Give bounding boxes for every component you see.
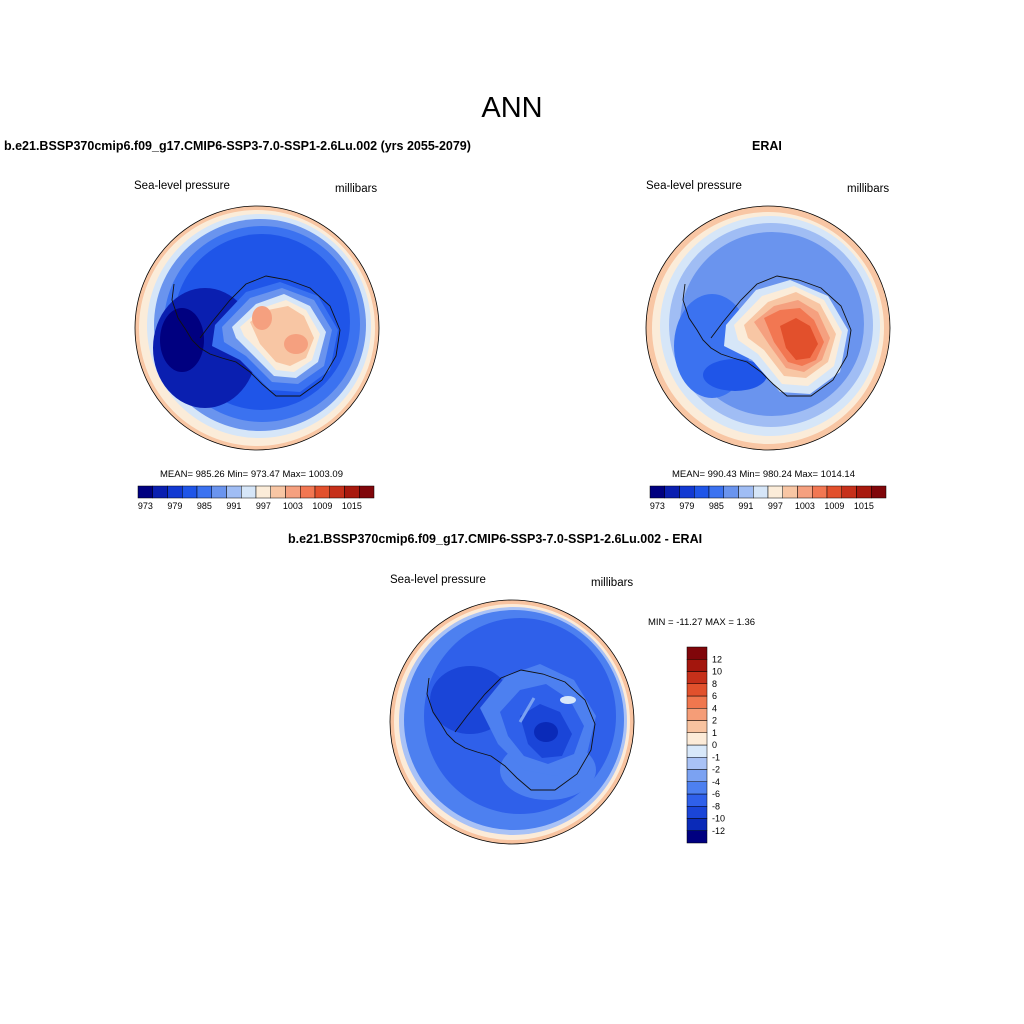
left-colorbar: 973 979 985 991 997 1003 1009 1015 <box>137 485 375 511</box>
colorbar-swatch <box>686 806 708 819</box>
colorbar-tick-label: -6 <box>712 789 720 799</box>
colorbar-swatch <box>255 485 271 499</box>
colorbar-tick-label: 997 <box>256 501 271 511</box>
figure-title: ANN <box>481 92 543 124</box>
colorbar-tick-label: 1003 <box>283 501 303 511</box>
colorbar-swatch <box>137 485 153 499</box>
colorbar-swatch <box>797 485 813 499</box>
colorbar-tick-label: 1015 <box>342 501 362 511</box>
right-map <box>645 205 891 451</box>
colorbar-swatch <box>329 485 345 499</box>
colorbar-swatch <box>782 485 798 499</box>
colorbar-tick-label: 985 <box>197 501 212 511</box>
colorbar-tick-label: 979 <box>167 501 182 511</box>
diff-map <box>389 599 635 845</box>
diff-panel-stats: MIN = -11.27 MAX = 1.36 <box>648 617 756 628</box>
left-map <box>134 205 380 451</box>
colorbar-swatch <box>841 485 857 499</box>
colorbar-swatch <box>679 485 695 499</box>
colorbar-tick-label: 10 <box>712 667 722 677</box>
colorbar-tick-label: 1009 <box>824 501 844 511</box>
right-panel-units-label: millibars <box>847 183 890 195</box>
colorbar-swatch <box>694 485 710 499</box>
colorbar-tick-label: 973 <box>650 501 665 511</box>
colorbar-tick-label: 997 <box>768 501 783 511</box>
colorbar-swatch <box>826 485 842 499</box>
colorbar-tick-label: 991 <box>226 501 241 511</box>
colorbar-tick-label: 1003 <box>795 501 815 511</box>
colorbar-swatch <box>300 485 316 499</box>
colorbar-tick-label: 6 <box>712 691 717 701</box>
colorbar-swatch <box>344 485 360 499</box>
colorbar-swatch <box>359 485 375 499</box>
colorbar-tick-label: 1 <box>712 728 717 738</box>
colorbar-swatch <box>767 485 783 499</box>
diff-panel-title: b.e21.BSSP370cmip6.f09_g17.CMIP6-SSP3-7.… <box>288 532 703 546</box>
colorbar-swatch <box>241 485 257 499</box>
colorbar-tick-label: 973 <box>138 501 153 511</box>
colorbar-tick-label: -2 <box>712 765 720 775</box>
colorbar-swatch <box>686 732 708 746</box>
colorbar-swatch <box>686 781 708 795</box>
left-panel-stats: MEAN= 985.26 Min= 973.47 Max= 1003.09 <box>160 469 343 480</box>
colorbar-swatch <box>856 485 872 499</box>
colorbar-swatch <box>738 485 754 499</box>
right-panel-title: ERAI <box>752 139 782 153</box>
diff-panel-variable-label: Sea-level pressure <box>390 574 486 586</box>
colorbar-tick-label: 1009 <box>312 501 332 511</box>
colorbar-swatch <box>686 757 708 770</box>
left-panel-units-label: millibars <box>335 183 378 195</box>
colorbar-swatch <box>314 485 330 499</box>
colorbar-tick-label: 2 <box>712 716 717 726</box>
colorbar-tick-label: -8 <box>712 801 720 811</box>
colorbar-tick-label: -12 <box>712 826 725 836</box>
colorbar-tick-label: -4 <box>712 777 720 787</box>
colorbar-swatch <box>686 659 708 672</box>
right-panel-variable-label: Sea-level pressure <box>646 180 742 192</box>
colorbar-swatch <box>686 830 708 844</box>
colorbar-swatch <box>270 485 286 499</box>
diff-panel-units-label: millibars <box>591 577 634 589</box>
colorbar-swatch <box>686 646 708 660</box>
colorbar-swatch <box>686 793 708 807</box>
colorbar-swatch <box>211 485 227 499</box>
colorbar-swatch <box>686 769 708 782</box>
colorbar-swatch <box>686 683 708 697</box>
colorbar-swatch <box>167 485 183 499</box>
right-panel-stats: MEAN= 990.43 Min= 980.24 Max= 1014.14 <box>672 469 855 480</box>
colorbar-tick-label: -1 <box>712 752 720 762</box>
colorbar-tick-label: 0 <box>712 740 717 750</box>
colorbar-swatch <box>649 485 665 499</box>
colorbar-swatch <box>686 708 708 721</box>
colorbar-swatch <box>152 485 168 499</box>
colorbar-tick-label: 979 <box>679 501 694 511</box>
colorbar-swatch <box>812 485 828 499</box>
colorbar-swatch <box>686 818 708 831</box>
left-panel-variable-label: Sea-level pressure <box>134 180 230 192</box>
colorbar-tick-label: -10 <box>712 814 725 824</box>
right-colorbar: 973 979 985 991 997 1003 1009 1015 <box>649 485 887 511</box>
colorbar-tick-label: 8 <box>712 679 717 689</box>
colorbar-swatch <box>196 485 212 499</box>
colorbar-tick-label: 12 <box>712 654 722 664</box>
colorbar-tick-label: 985 <box>709 501 724 511</box>
colorbar-tick-label: 991 <box>738 501 753 511</box>
colorbar-swatch <box>664 485 680 499</box>
colorbar-swatch <box>686 695 708 709</box>
colorbar-swatch <box>686 720 708 733</box>
colorbar-swatch <box>708 485 724 499</box>
colorbar-swatch <box>871 485 887 499</box>
colorbar-swatch <box>723 485 739 499</box>
colorbar-tick-label: 4 <box>712 703 717 713</box>
colorbar-swatch <box>753 485 769 499</box>
colorbar-tick-label: 1015 <box>854 501 874 511</box>
colorbar-swatch <box>285 485 301 499</box>
colorbar-swatch <box>182 485 198 499</box>
colorbar-swatch <box>686 744 708 758</box>
colorbar-swatch <box>686 671 708 684</box>
colorbar-swatch <box>226 485 242 499</box>
left-panel-title: b.e21.BSSP370cmip6.f09_g17.CMIP6-SSP3-7.… <box>4 139 471 153</box>
